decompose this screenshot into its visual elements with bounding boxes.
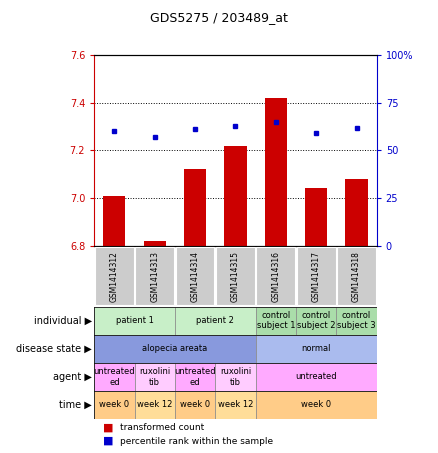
Text: normal: normal bbox=[301, 344, 331, 353]
Bar bbox=[175, 363, 215, 391]
Text: untreated: untreated bbox=[295, 372, 337, 381]
Bar bbox=[256, 363, 377, 391]
Bar bbox=[175, 391, 215, 419]
Text: agent ▶: agent ▶ bbox=[53, 372, 92, 382]
Bar bbox=[337, 247, 376, 305]
Bar bbox=[256, 307, 296, 335]
Text: ■: ■ bbox=[103, 423, 117, 433]
Text: GSM1414318: GSM1414318 bbox=[352, 251, 361, 302]
Bar bbox=[94, 307, 175, 335]
Bar bbox=[94, 391, 134, 419]
Bar bbox=[95, 247, 134, 305]
Text: untreated
ed: untreated ed bbox=[174, 367, 216, 386]
Bar bbox=[305, 188, 327, 246]
Text: disease state ▶: disease state ▶ bbox=[16, 344, 92, 354]
Bar bbox=[256, 391, 377, 419]
Bar bbox=[336, 307, 377, 335]
Text: ruxolini
tib: ruxolini tib bbox=[220, 367, 251, 386]
Bar bbox=[135, 247, 174, 305]
Bar bbox=[176, 247, 215, 305]
Bar bbox=[94, 363, 134, 391]
Text: GSM1414313: GSM1414313 bbox=[150, 251, 159, 302]
Bar bbox=[184, 169, 206, 246]
Text: GDS5275 / 203489_at: GDS5275 / 203489_at bbox=[150, 11, 288, 24]
Text: week 0: week 0 bbox=[180, 400, 210, 410]
Bar bbox=[144, 241, 166, 246]
Text: GSM1414315: GSM1414315 bbox=[231, 251, 240, 302]
Text: GSM1414312: GSM1414312 bbox=[110, 251, 119, 302]
Bar bbox=[216, 247, 255, 305]
Bar bbox=[215, 391, 256, 419]
Text: week 0: week 0 bbox=[301, 400, 331, 410]
Text: transformed count: transformed count bbox=[120, 424, 205, 432]
Text: GSM1414316: GSM1414316 bbox=[271, 251, 280, 302]
Text: untreated
ed: untreated ed bbox=[94, 367, 135, 386]
Bar bbox=[297, 247, 336, 305]
Text: alopecia areata: alopecia areata bbox=[142, 344, 208, 353]
Text: ■: ■ bbox=[103, 436, 117, 446]
Bar bbox=[94, 335, 256, 363]
Text: individual ▶: individual ▶ bbox=[34, 316, 92, 326]
Bar bbox=[346, 179, 367, 246]
Bar bbox=[103, 196, 125, 246]
Text: week 0: week 0 bbox=[99, 400, 129, 410]
Bar bbox=[134, 363, 175, 391]
Text: ruxolini
tib: ruxolini tib bbox=[139, 367, 170, 386]
Bar bbox=[224, 146, 247, 246]
Text: control
subject 2: control subject 2 bbox=[297, 311, 336, 330]
Text: GSM1414314: GSM1414314 bbox=[191, 251, 200, 302]
Text: GSM1414317: GSM1414317 bbox=[312, 251, 321, 302]
Text: control
subject 1: control subject 1 bbox=[257, 311, 295, 330]
Text: patient 1: patient 1 bbox=[116, 316, 153, 325]
Text: week 12: week 12 bbox=[218, 400, 253, 410]
Bar bbox=[265, 98, 287, 246]
Text: patient 2: patient 2 bbox=[196, 316, 234, 325]
Text: percentile rank within the sample: percentile rank within the sample bbox=[120, 437, 274, 446]
Bar bbox=[296, 307, 336, 335]
Bar bbox=[215, 363, 256, 391]
Text: control
subject 3: control subject 3 bbox=[337, 311, 376, 330]
Bar bbox=[134, 391, 175, 419]
Bar bbox=[256, 335, 377, 363]
Bar bbox=[256, 247, 295, 305]
Bar bbox=[175, 307, 256, 335]
Text: week 12: week 12 bbox=[137, 400, 173, 410]
Text: time ▶: time ▶ bbox=[59, 400, 92, 410]
